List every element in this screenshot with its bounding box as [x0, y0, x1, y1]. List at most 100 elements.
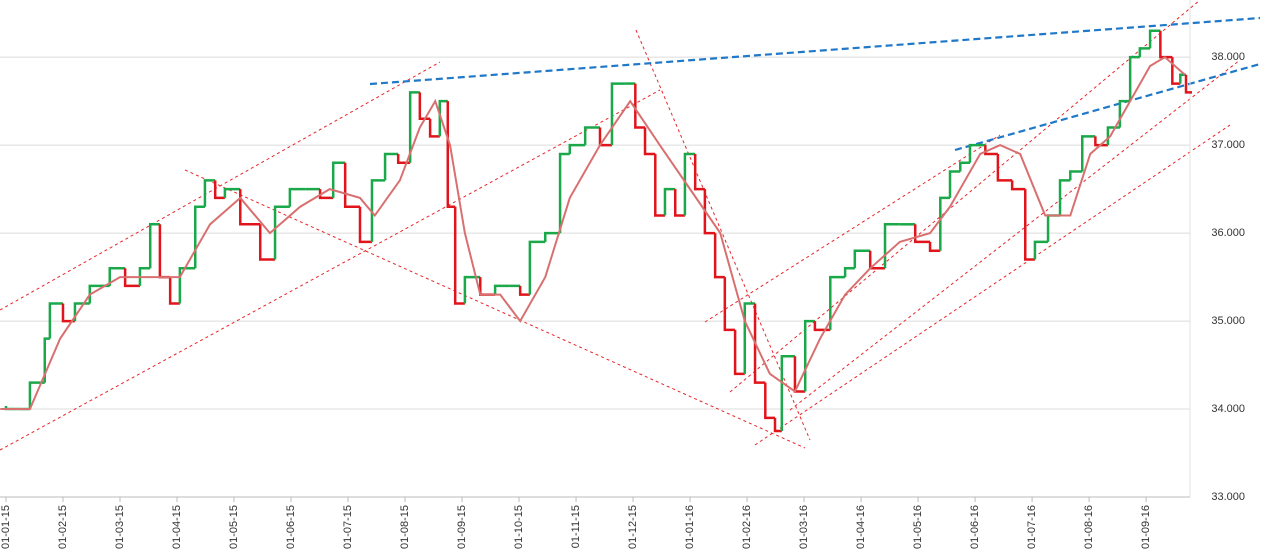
price-bar: [370, 179, 386, 242]
price-bar: [743, 302, 756, 374]
price-bar: [193, 205, 205, 269]
price-bar: [968, 143, 986, 163]
price-bar: [223, 187, 241, 198]
trend-lines: [0, 0, 1261, 451]
y-tick-label: 36.000: [1211, 227, 1245, 239]
price-bar: [108, 267, 126, 286]
price-bar: [493, 284, 510, 295]
price-bar: [453, 206, 465, 305]
price-bar: [753, 303, 766, 384]
x-tick-label: 01-09-16: [1140, 505, 1152, 549]
price-bar: [138, 267, 151, 286]
x-tick-label: 01-06-16: [969, 505, 981, 549]
price-bar: [733, 329, 745, 376]
x-tick-label: 01-10-15: [513, 505, 525, 549]
channel-line: [789, 59, 1241, 411]
price-bar: [343, 162, 360, 208]
x-tick-label: 01-11-15: [570, 505, 582, 548]
price-bar: [438, 99, 448, 137]
price-bar: [518, 285, 530, 296]
channel-line: [754, 124, 1231, 446]
price-bar: [48, 302, 63, 339]
price-bar: [383, 152, 399, 181]
price-bar: [1148, 29, 1161, 49]
price-bar: [643, 127, 656, 156]
price-bar: [654, 153, 665, 217]
price-bar: [479, 277, 496, 296]
price-bar: [673, 189, 685, 217]
y-tick-label: 33.000: [1211, 491, 1245, 503]
price-bar: [883, 223, 900, 269]
x-tick-label: 01-08-15: [399, 505, 411, 549]
price-bar: [713, 233, 725, 279]
price-bar: [843, 267, 855, 278]
price-bar: [764, 382, 775, 420]
x-tick-label: 01-02-15: [57, 505, 69, 549]
price-bar: [358, 206, 372, 244]
price-bar: [239, 189, 261, 226]
price-bar: [928, 241, 941, 252]
price-bar: [803, 319, 815, 392]
price-bar: [583, 126, 600, 146]
price-bar: [544, 231, 561, 242]
price-bar: [148, 223, 160, 269]
price-bar: [123, 268, 140, 288]
price-bar: [984, 145, 998, 156]
x-tick-label: 01-05-16: [912, 505, 924, 549]
price-bar: [693, 153, 705, 191]
y-tick-label: 37.000: [1211, 139, 1245, 151]
x-tick-label: 01-07-16: [1026, 505, 1038, 549]
x-tick-label: 01-04-16: [855, 505, 867, 549]
price-bar: [1024, 189, 1035, 261]
channel-line: [729, 0, 1201, 393]
channel-line: [704, 134, 1001, 323]
price-bar: [1081, 135, 1096, 172]
price-bar: [318, 189, 334, 200]
price-bar: [418, 92, 431, 121]
price-bar: [568, 143, 586, 154]
channel-line: [0, 89, 661, 451]
price-bar: [780, 355, 795, 432]
price-bar: [683, 152, 696, 216]
x-tick-label: 01-07-15: [342, 505, 354, 549]
price-bar: [703, 189, 716, 235]
y-tick-label: 35.000: [1211, 315, 1245, 327]
price-bar: [43, 337, 50, 383]
price-bar: [213, 180, 225, 200]
price-bar: [408, 91, 420, 163]
price-bar: [1138, 47, 1151, 58]
price-bar: [331, 161, 346, 198]
price-bar: [288, 187, 306, 207]
x-tick-label: 01-08-16: [1083, 505, 1095, 549]
price-bar: [178, 267, 196, 304]
x-tick-label: 01-01-16: [684, 505, 696, 549]
price-bar: [610, 82, 626, 146]
channel-line: [184, 169, 806, 449]
price-bar: [528, 240, 546, 295]
price-bar: [158, 224, 171, 279]
resistance-line: [369, 16, 1261, 86]
x-tick-label: 01-02-16: [741, 505, 753, 549]
price-bar: [1128, 55, 1140, 102]
price-bar: [996, 153, 1013, 182]
y-tick-label: 34.000: [1211, 403, 1245, 415]
price-bar: [663, 187, 676, 216]
price-bar: [463, 275, 481, 304]
price-bar: [1058, 179, 1071, 216]
x-tick-label: 01-03-15: [114, 505, 126, 549]
price-bar: [853, 249, 871, 269]
price-bar: [773, 417, 782, 433]
price-bar: [203, 179, 216, 207]
price-bar: [1033, 240, 1049, 260]
x-tick-label: 01-01-15: [0, 505, 12, 549]
x-tick-label: 01-09-15: [456, 505, 468, 549]
price-bar: [634, 83, 646, 129]
x-tick-label: 01-03-16: [798, 505, 810, 549]
price-bar: [939, 196, 951, 251]
price-bar: [558, 152, 570, 234]
price-bar: [28, 381, 45, 410]
price-bar: [829, 275, 846, 330]
price-bar: [258, 224, 276, 261]
channel-line: [635, 29, 811, 441]
